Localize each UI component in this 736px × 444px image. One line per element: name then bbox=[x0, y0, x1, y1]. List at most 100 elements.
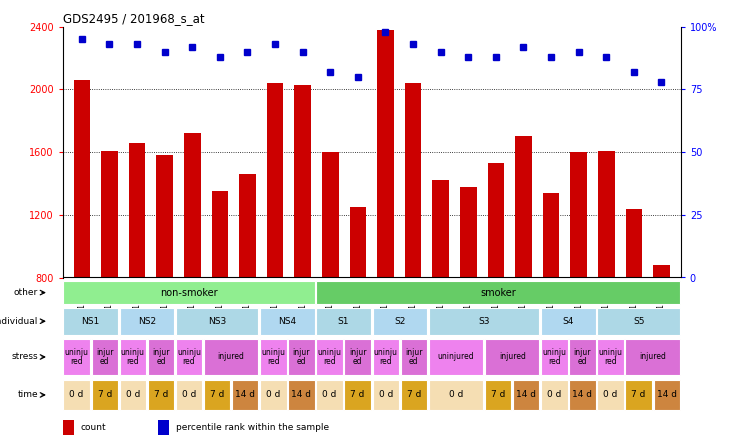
Bar bbox=[372, 308, 427, 334]
Bar bbox=[400, 339, 427, 375]
Text: uninju
red: uninju red bbox=[65, 349, 88, 365]
Bar bbox=[515, 136, 532, 278]
Bar bbox=[316, 339, 343, 375]
Bar bbox=[289, 339, 314, 375]
Bar bbox=[432, 180, 449, 278]
Text: 7 d: 7 d bbox=[350, 390, 365, 400]
Text: 14 d: 14 d bbox=[236, 390, 255, 400]
Bar bbox=[156, 155, 173, 278]
Bar bbox=[63, 339, 90, 375]
Bar bbox=[239, 174, 256, 278]
Text: 14 d: 14 d bbox=[657, 390, 676, 400]
Text: NS2: NS2 bbox=[138, 317, 156, 326]
Bar bbox=[91, 339, 118, 375]
Bar bbox=[316, 308, 371, 334]
Text: injur
ed: injur ed bbox=[349, 349, 367, 365]
Bar bbox=[148, 339, 174, 375]
Bar bbox=[260, 339, 286, 375]
Text: 0 d: 0 d bbox=[69, 390, 84, 400]
Text: 0 d: 0 d bbox=[547, 390, 562, 400]
Text: uninju
red: uninju red bbox=[598, 349, 623, 365]
Text: uninju
red: uninju red bbox=[374, 349, 397, 365]
Bar bbox=[63, 308, 118, 334]
Text: NS3: NS3 bbox=[208, 317, 226, 326]
Text: S4: S4 bbox=[563, 317, 574, 326]
Bar bbox=[569, 339, 595, 375]
Text: injur
ed: injur ed bbox=[573, 349, 591, 365]
Bar bbox=[372, 339, 399, 375]
Bar bbox=[184, 133, 200, 278]
Bar bbox=[429, 339, 484, 375]
Text: injured: injured bbox=[640, 353, 666, 361]
Bar bbox=[570, 152, 587, 278]
Bar bbox=[344, 339, 371, 375]
Bar bbox=[405, 83, 421, 278]
Text: 7 d: 7 d bbox=[407, 390, 421, 400]
Bar bbox=[266, 83, 283, 278]
Text: 7 d: 7 d bbox=[491, 390, 506, 400]
Bar bbox=[176, 380, 202, 410]
Text: injured: injured bbox=[499, 353, 526, 361]
Text: 0 d: 0 d bbox=[604, 390, 618, 400]
Bar bbox=[322, 152, 339, 278]
Bar bbox=[377, 30, 394, 278]
Text: injur
ed: injur ed bbox=[293, 349, 310, 365]
Text: NS4: NS4 bbox=[278, 317, 297, 326]
Text: 7 d: 7 d bbox=[98, 390, 112, 400]
Text: 0 d: 0 d bbox=[182, 390, 197, 400]
Text: stress: stress bbox=[11, 353, 38, 361]
Bar bbox=[63, 380, 90, 410]
Bar bbox=[598, 151, 615, 278]
Bar bbox=[541, 339, 567, 375]
Bar bbox=[63, 281, 314, 305]
Bar bbox=[176, 308, 258, 334]
Bar bbox=[294, 85, 311, 278]
Bar bbox=[316, 380, 343, 410]
Text: 14 d: 14 d bbox=[573, 390, 592, 400]
Text: 14 d: 14 d bbox=[291, 390, 311, 400]
Text: injur
ed: injur ed bbox=[96, 349, 113, 365]
Bar bbox=[212, 191, 228, 278]
Bar bbox=[316, 281, 680, 305]
Bar bbox=[204, 339, 258, 375]
Text: percentile rank within the sample: percentile rank within the sample bbox=[176, 423, 329, 432]
Text: individual: individual bbox=[0, 317, 38, 326]
Text: non-smoker: non-smoker bbox=[160, 288, 218, 297]
Text: S1: S1 bbox=[338, 317, 350, 326]
Text: other: other bbox=[14, 288, 38, 297]
Text: 0 d: 0 d bbox=[266, 390, 280, 400]
Bar bbox=[429, 308, 539, 334]
Bar bbox=[429, 380, 484, 410]
Bar bbox=[372, 380, 399, 410]
Text: injur
ed: injur ed bbox=[405, 349, 422, 365]
Bar bbox=[598, 308, 680, 334]
Text: uninjured: uninjured bbox=[438, 353, 474, 361]
Bar bbox=[120, 339, 146, 375]
Text: NS1: NS1 bbox=[82, 317, 100, 326]
Bar bbox=[541, 380, 567, 410]
Bar bbox=[176, 339, 202, 375]
Text: injur
ed: injur ed bbox=[152, 349, 170, 365]
Text: uninju
red: uninju red bbox=[542, 349, 566, 365]
Bar bbox=[204, 380, 230, 410]
Bar bbox=[654, 265, 670, 278]
Bar bbox=[400, 380, 427, 410]
Text: S2: S2 bbox=[394, 317, 406, 326]
Bar bbox=[626, 339, 680, 375]
Text: 0 d: 0 d bbox=[126, 390, 140, 400]
Bar bbox=[344, 380, 371, 410]
Bar bbox=[487, 163, 504, 278]
Bar bbox=[626, 380, 652, 410]
Bar bbox=[350, 207, 366, 278]
Bar bbox=[289, 380, 314, 410]
Text: uninju
red: uninju red bbox=[177, 349, 201, 365]
Bar bbox=[542, 193, 559, 278]
Text: uninju
red: uninju red bbox=[121, 349, 145, 365]
Bar bbox=[260, 308, 314, 334]
Text: time: time bbox=[17, 390, 38, 400]
Bar bbox=[101, 151, 118, 278]
Bar bbox=[541, 308, 595, 334]
Bar bbox=[485, 380, 512, 410]
Text: injured: injured bbox=[218, 353, 244, 361]
Text: 0 d: 0 d bbox=[322, 390, 336, 400]
